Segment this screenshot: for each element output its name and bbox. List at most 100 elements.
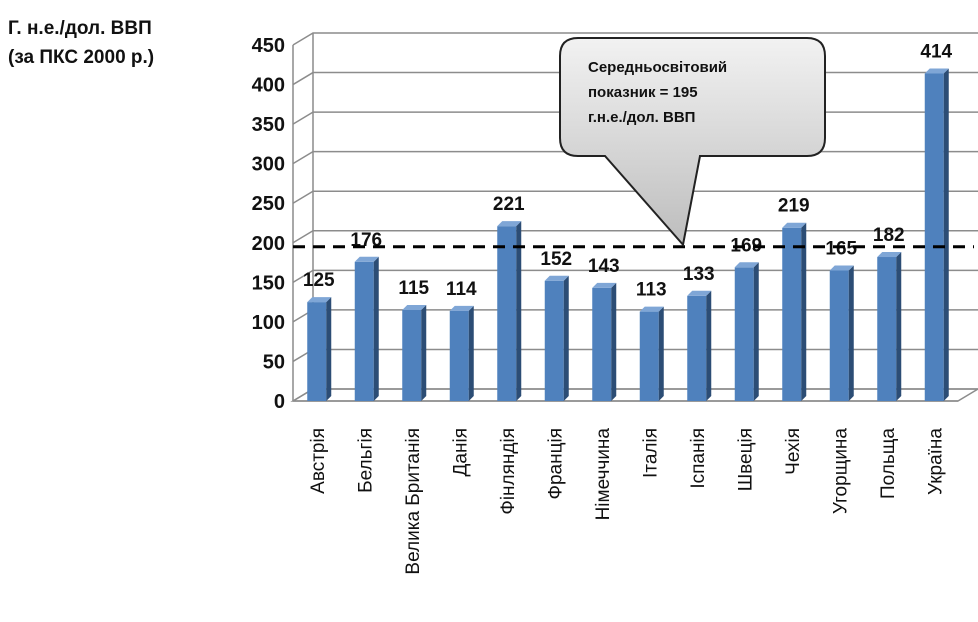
callout-bubble <box>559 37 826 247</box>
category-label: Франція <box>545 428 566 499</box>
bar-top <box>829 265 854 271</box>
y-tick-label: 0 <box>274 391 285 413</box>
bar-side <box>611 282 617 401</box>
callout-text-line: показник = 195 <box>588 84 698 101</box>
data-label: 133 <box>683 264 715 285</box>
y-axis-title: Г. н.е./дол. ВВП (за ПКС 2000 р.) <box>8 14 154 72</box>
callout-text-line: г.н.е./дол. ВВП <box>588 109 695 126</box>
data-label: 114 <box>446 279 477 300</box>
bar-side <box>848 265 854 401</box>
gridline <box>292 190 978 204</box>
bar-side <box>658 306 664 401</box>
bar <box>782 222 807 401</box>
bar-side <box>801 222 807 401</box>
bar <box>402 305 427 401</box>
bar-top <box>307 297 332 303</box>
bar-front <box>497 226 517 401</box>
category-label: Бельгія <box>355 428 376 493</box>
bar <box>924 68 949 401</box>
bar-front <box>829 270 849 401</box>
data-label: 152 <box>540 249 572 270</box>
y-axis-title-line1: Г. н.е./дол. ВВП <box>8 18 152 39</box>
gridline <box>292 309 978 323</box>
bar-front <box>924 73 944 401</box>
bar-side <box>896 252 902 401</box>
bar-front <box>354 261 374 401</box>
bar <box>639 306 664 401</box>
bar <box>592 282 617 401</box>
bar-side <box>373 256 379 401</box>
callout-text-line: Середньосвітовий <box>588 59 727 76</box>
bar-front <box>877 257 897 401</box>
data-label: 221 <box>493 194 525 215</box>
y-tick-label: 100 <box>252 312 285 334</box>
category-label: Польща <box>878 428 899 499</box>
gridline <box>292 348 978 363</box>
category-label: Німеччина <box>593 428 614 521</box>
y-tick-label: 450 <box>252 35 285 57</box>
data-label: 182 <box>873 225 905 246</box>
y-axis-title-line2: (за ПКС 2000 р.) <box>8 47 155 68</box>
bars <box>307 68 949 401</box>
gridline <box>292 230 978 244</box>
category-label: Угорщина <box>830 428 851 515</box>
category-label: Іспанія <box>688 428 709 489</box>
data-label: 113 <box>636 280 667 301</box>
bar-top <box>734 262 759 268</box>
bar <box>734 262 759 401</box>
bar-front <box>782 227 802 401</box>
category-label: Данія <box>450 428 471 476</box>
bar-front <box>449 310 469 401</box>
bar <box>877 252 902 401</box>
bar-top <box>449 305 474 311</box>
y-tick-label: 400 <box>252 75 285 97</box>
bar-front <box>544 280 564 401</box>
category-label: Фінляндія <box>498 428 519 515</box>
category-label: Чехія <box>783 428 804 475</box>
data-label: 219 <box>778 196 810 217</box>
bar <box>497 221 522 401</box>
bar-top <box>877 252 902 258</box>
bar-front <box>687 295 707 401</box>
gridline <box>292 32 978 46</box>
bar <box>307 297 332 401</box>
bar-front <box>402 310 422 401</box>
y-tick-label: 350 <box>252 114 285 136</box>
bar-top <box>782 222 807 228</box>
bar <box>829 265 854 401</box>
bar-side <box>943 68 949 401</box>
bar-side <box>706 290 712 401</box>
y-tick-label: 50 <box>263 351 285 373</box>
category-label: Велика Британія <box>403 428 424 575</box>
bar <box>449 305 474 401</box>
bar-side <box>563 275 569 401</box>
bar-side <box>753 262 759 401</box>
category-label: Австрія <box>308 428 329 494</box>
bar-top <box>497 221 522 227</box>
y-tick-label: 250 <box>252 193 285 215</box>
bar-front <box>639 311 659 401</box>
callout: Середньосвітовий показник = 195 г.н.е./дол… <box>559 37 826 247</box>
bar <box>687 290 712 401</box>
category-label: Італія <box>640 428 661 478</box>
bar <box>544 275 569 401</box>
bar-side <box>516 221 522 401</box>
bar-top <box>687 290 712 296</box>
data-label: 165 <box>825 238 857 259</box>
bar-front <box>592 287 612 401</box>
bar-front <box>734 267 754 401</box>
category-labels: Австрія Бельгія Велика Британія Данія Фінлян… <box>308 428 947 575</box>
bar-top <box>354 256 379 262</box>
bar-top <box>924 68 949 74</box>
data-label: 115 <box>398 278 429 299</box>
bar-side <box>421 305 427 401</box>
data-label: 143 <box>588 256 620 277</box>
y-tick-label: 300 <box>252 154 285 176</box>
category-label: Україна <box>925 428 946 495</box>
bar <box>354 256 379 401</box>
bar-side <box>468 305 474 401</box>
data-label: 125 <box>303 270 335 291</box>
bar-front <box>307 302 327 401</box>
